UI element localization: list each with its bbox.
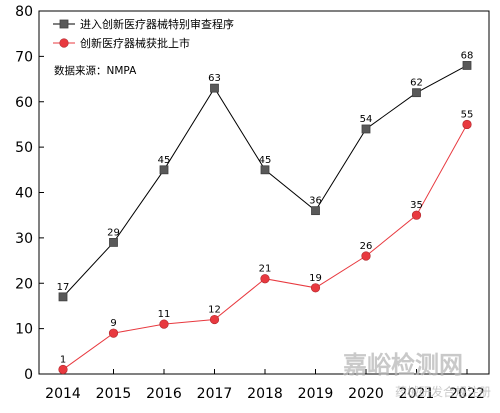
data-point-series-1 (412, 88, 421, 98)
x-tick-label: 2020 (348, 386, 384, 402)
y-tick-label: 40 (15, 186, 33, 202)
data-label-series-2: 19 (309, 273, 322, 284)
data-point-series-1 (260, 165, 270, 175)
data-point-series-2 (260, 274, 270, 284)
data-label-series-2: 1 (60, 354, 66, 365)
data-label-series-2: 11 (158, 309, 171, 320)
y-tick-label: 70 (15, 49, 33, 65)
y-tick-label: 30 (15, 231, 33, 247)
y-axis: 0 10 20 30 40 50 60 70 80 (15, 4, 44, 383)
data-label-series-2: 21 (259, 264, 272, 275)
y-tick-label: 0 (24, 367, 33, 383)
data-label-series-1: 17 (57, 282, 70, 293)
data-label-series-2: 9 (110, 318, 116, 329)
series-line-1 (62, 65, 468, 298)
watermark-title: 嘉峪检测网 (343, 351, 463, 379)
legend-label-series-2: 创新医疗器械获批上市 (80, 36, 190, 50)
data-point-series-2 (462, 119, 472, 130)
data-label-series-1: 62 (410, 78, 423, 89)
data-label-series-2: 12 (208, 305, 221, 316)
x-tick-label: 2019 (298, 386, 334, 402)
data-label-series-1: 29 (107, 227, 120, 238)
x-tick-label: 2016 (146, 386, 182, 402)
data-label-series-1: 45 (259, 155, 272, 166)
data-point-series-2 (209, 314, 220, 325)
data-point-series-2 (108, 328, 119, 338)
data-label-series-1: 36 (309, 196, 322, 207)
x-tick-label: 2014 (45, 386, 81, 402)
data-point-series-1 (361, 124, 371, 134)
data-point-series-1 (109, 238, 118, 247)
x-tick-label: 2022 (449, 386, 485, 402)
data-point-series-2 (411, 210, 422, 220)
legend-label-series-1: 进入创新医疗器械特别审查程序 (80, 17, 234, 31)
data-point-series-1 (462, 61, 472, 70)
legend-marker-series-1 (59, 19, 69, 29)
y-tick-label: 80 (15, 4, 33, 20)
data-point-series-1 (58, 292, 68, 302)
data-point-series-1 (210, 83, 219, 93)
watermark: 嘉峪检测网 药械研发合规注册 (343, 351, 491, 399)
data-label-series-2: 26 (360, 241, 373, 252)
data-point-series-2 (361, 251, 371, 261)
x-axis: 2014 2015 2016 2017 2018 2019 2020 2021 2022 (45, 369, 485, 402)
source-annotation: 数据来源：NMPA (54, 64, 137, 77)
x-tick-label: 2018 (247, 386, 283, 402)
data-label-series-1: 54 (360, 114, 373, 125)
legend: 进入创新医疗器械特别审查程序 创新医疗器械获批上市 (53, 17, 234, 50)
y-tick-label: 20 (15, 276, 33, 292)
y-tick-label: 10 (15, 322, 33, 338)
data-point-series-2 (310, 283, 321, 293)
x-tick-label: 2015 (96, 386, 132, 402)
y-tick-label: 60 (15, 95, 33, 111)
data-label-series-2: 35 (410, 200, 423, 211)
data-label-series-1: 68 (461, 50, 474, 61)
data-point-series-1 (159, 165, 169, 175)
x-tick-label: 2017 (197, 386, 233, 402)
data-label-series-2: 55 (461, 109, 474, 120)
y-tick-label: 50 (15, 140, 33, 156)
legend-marker-series-2 (59, 38, 69, 48)
data-point-series-2 (58, 364, 68, 375)
x-tick-label: 2021 (399, 386, 435, 402)
data-point-series-1 (311, 206, 320, 216)
data-label-series-1: 63 (208, 73, 221, 84)
data-label-series-1: 45 (158, 155, 171, 166)
watermark-subtitle: 药械研发合规注册 (395, 384, 491, 399)
data-point-series-2 (159, 319, 169, 329)
